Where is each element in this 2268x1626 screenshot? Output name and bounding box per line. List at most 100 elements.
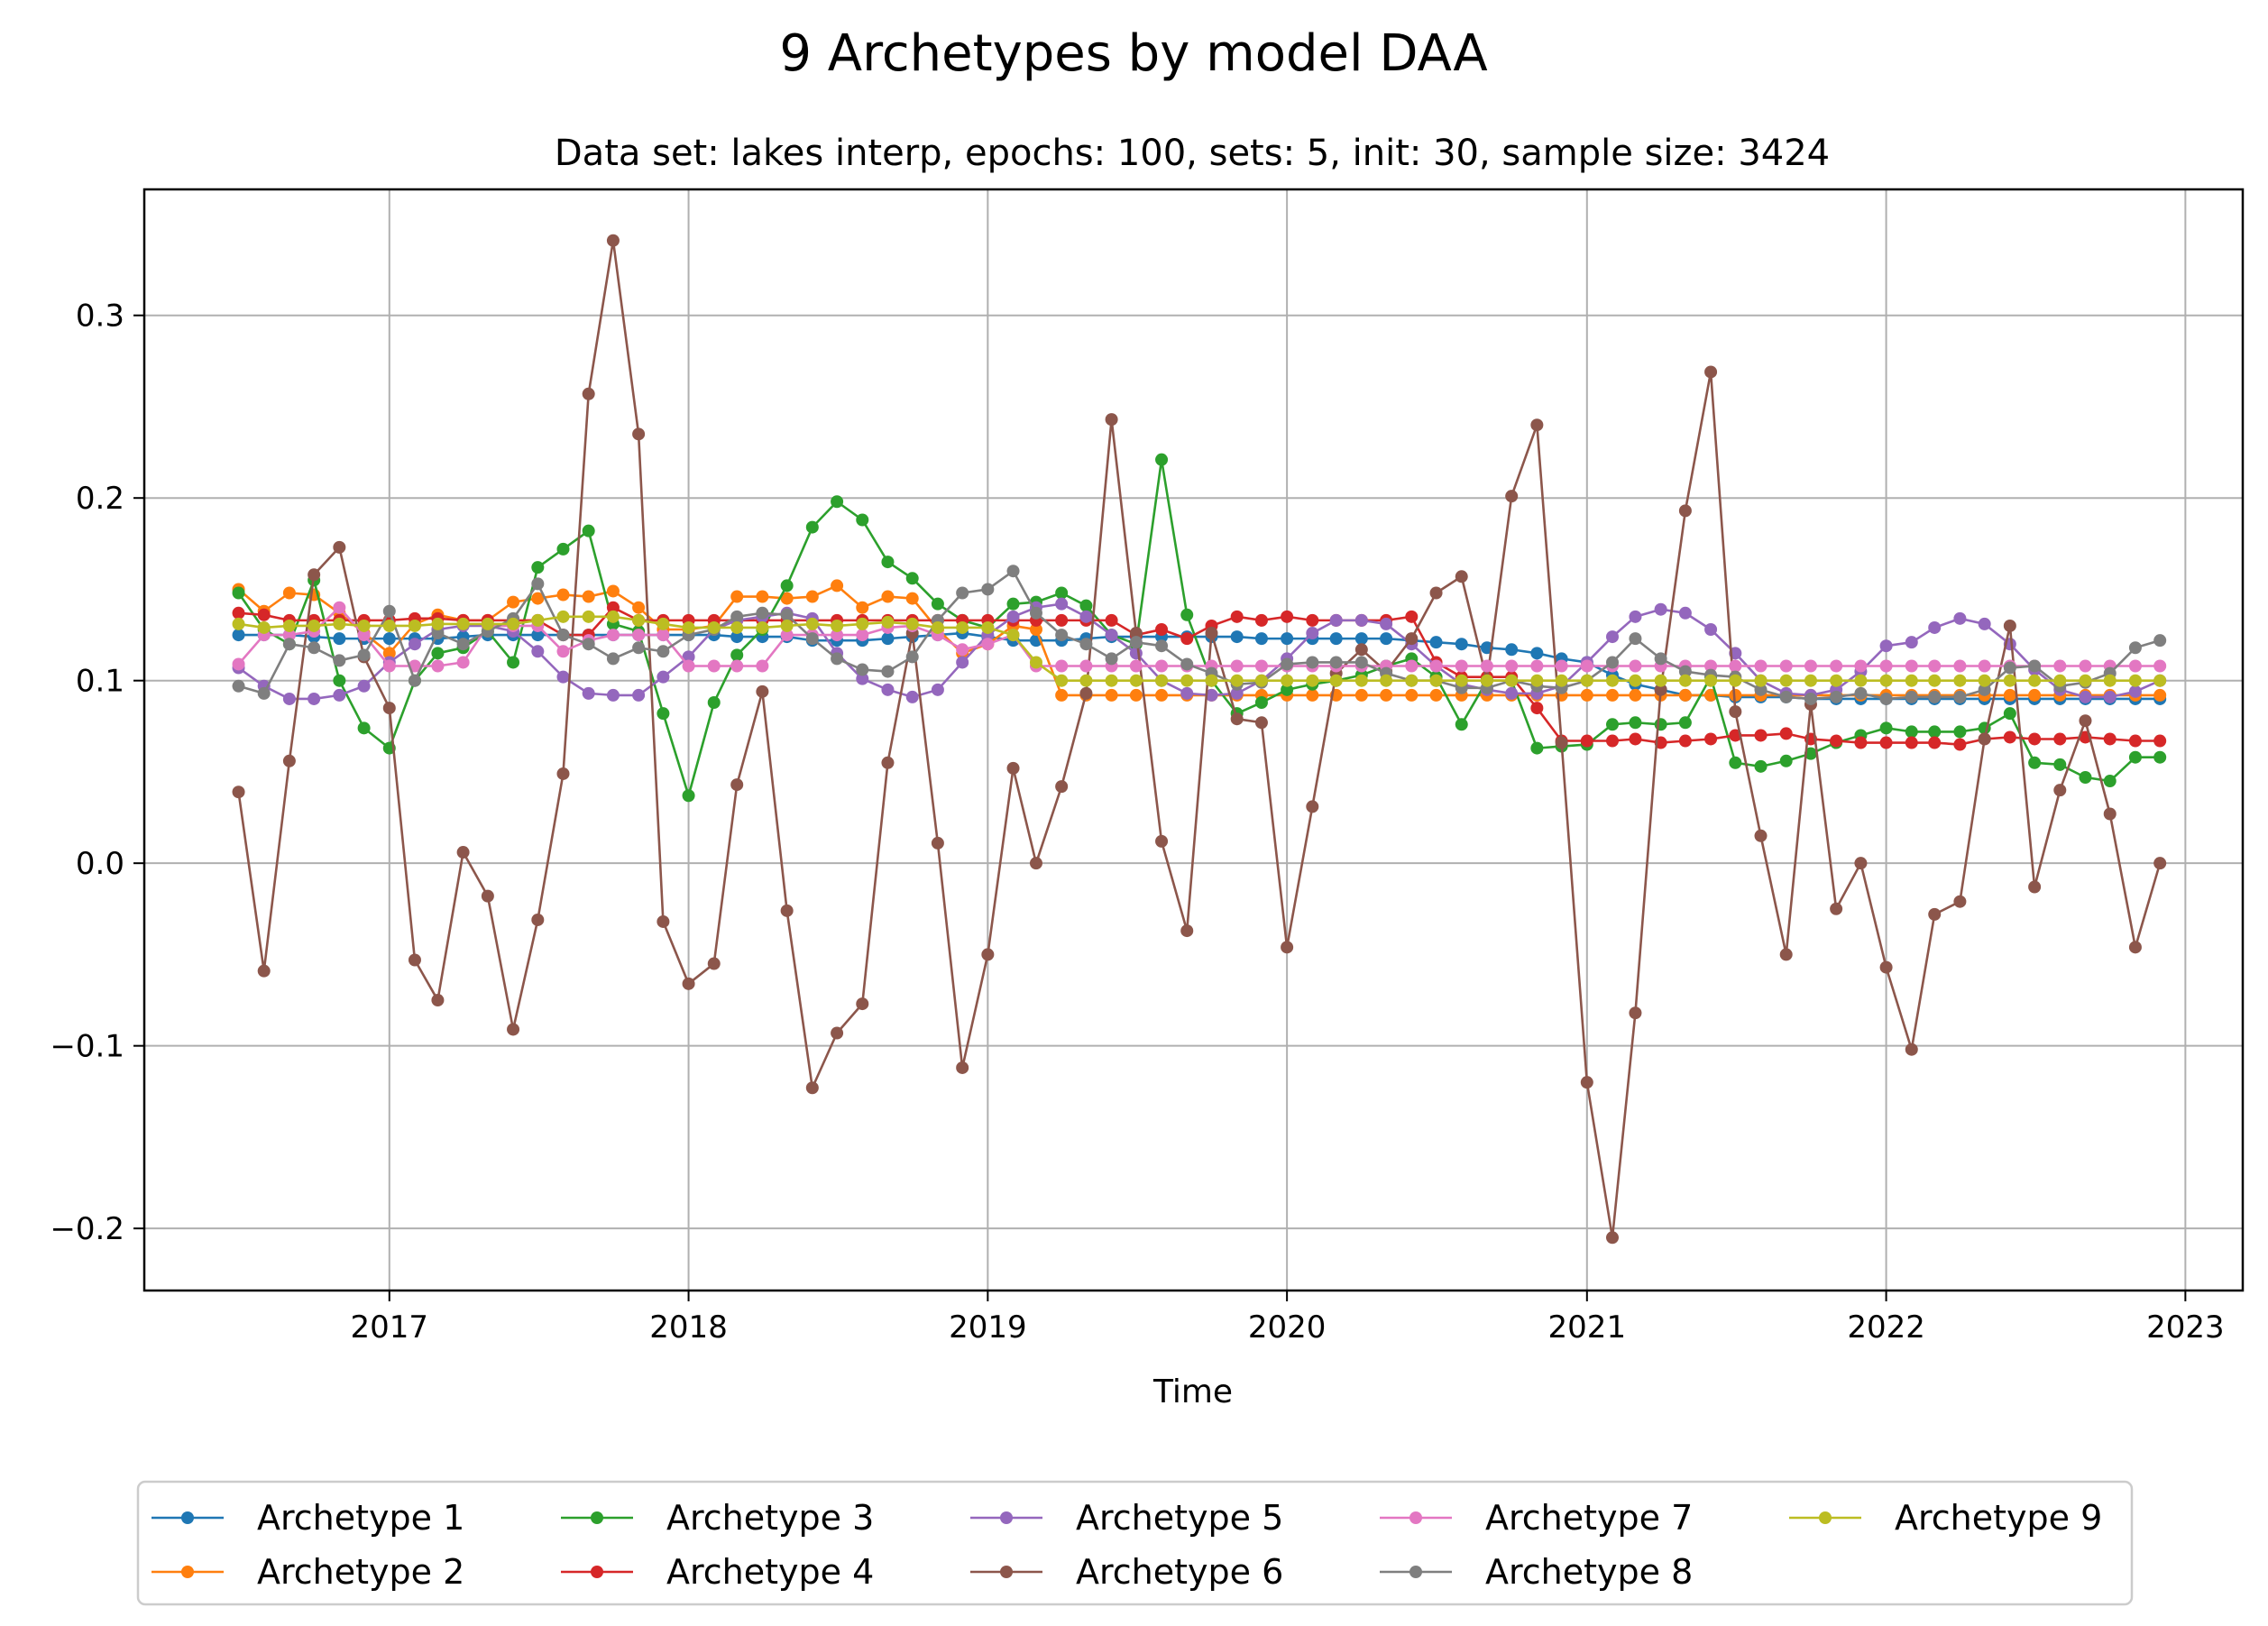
data-point — [1254, 674, 1268, 687]
y-tick-label: 0.2 — [76, 481, 124, 517]
data-point — [1230, 610, 1244, 623]
data-point — [1754, 829, 1768, 842]
data-point — [1055, 688, 1069, 702]
data-point — [606, 652, 620, 666]
data-point — [1928, 659, 1942, 673]
data-point — [730, 659, 744, 673]
data-point — [1629, 1006, 1642, 1020]
data-point — [657, 914, 670, 928]
data-point — [730, 648, 744, 662]
data-point — [1605, 630, 1619, 644]
data-point — [1306, 688, 1319, 702]
data-point — [1129, 688, 1143, 702]
data-point — [1530, 418, 1544, 432]
data-point — [1306, 627, 1319, 640]
data-point — [1678, 716, 1692, 730]
data-point — [556, 767, 570, 780]
x-axis-label: Time — [1152, 1373, 1233, 1410]
data-point — [780, 608, 794, 621]
y-tick-label: −0.1 — [50, 1029, 124, 1065]
data-point — [2028, 688, 2042, 702]
data-point — [1055, 780, 1069, 794]
data-point — [2103, 807, 2116, 821]
data-point — [431, 617, 445, 630]
data-point — [1329, 613, 1343, 627]
legend-item: Archetype 6 — [970, 1552, 1283, 1592]
x-tick-label: 2017 — [351, 1309, 429, 1346]
data-point — [1230, 686, 1244, 700]
data-point — [431, 647, 445, 660]
data-point — [1180, 924, 1194, 938]
data-point — [1729, 659, 1742, 673]
data-point — [1306, 613, 1319, 627]
legend-label: Archetype 1 — [257, 1498, 464, 1538]
data-point — [357, 648, 371, 662]
data-point — [1129, 627, 1143, 640]
data-point — [1704, 622, 1718, 636]
data-point — [1804, 692, 1817, 705]
data-point — [956, 1061, 969, 1074]
data-point — [1678, 674, 1692, 687]
data-point — [1953, 690, 1967, 703]
data-point — [507, 595, 520, 609]
axes: 2017 2018 2019 2020 2021 2022 2023 0.3 0.2 0.1 0.0… — [50, 299, 2224, 1346]
data-point — [333, 540, 346, 554]
data-point — [1354, 688, 1368, 702]
data-point — [1580, 1076, 1593, 1089]
series-line — [237, 239, 2162, 1239]
data-point — [632, 427, 646, 441]
data-point — [232, 606, 245, 620]
legend-item: Archetype 1 — [152, 1498, 464, 1538]
data-point — [1006, 610, 1020, 623]
data-point — [507, 617, 520, 630]
data-point — [1879, 736, 1893, 749]
data-point — [1079, 659, 1093, 673]
y-tick-label: −0.2 — [50, 1211, 124, 1247]
data-point — [1530, 702, 1544, 715]
data-point — [1779, 948, 1793, 961]
data-point — [730, 630, 744, 644]
data-point — [1629, 732, 1642, 746]
data-point — [1580, 659, 1593, 673]
data-point — [1354, 674, 1368, 687]
data-point — [1779, 659, 1793, 673]
legend-label: Archetype 5 — [1076, 1498, 1283, 1538]
data-point — [856, 629, 869, 642]
data-point — [1804, 674, 1817, 687]
data-point — [333, 601, 346, 614]
data-point — [1055, 659, 1069, 673]
data-point — [1754, 674, 1768, 687]
data-point — [232, 586, 245, 600]
data-point — [1704, 659, 1718, 673]
data-point — [1704, 732, 1718, 746]
data-point — [2053, 659, 2067, 673]
data-point — [931, 620, 944, 634]
data-point — [1580, 688, 1593, 702]
data-point — [1953, 895, 1967, 908]
data-point — [2028, 732, 2042, 746]
data-point — [282, 619, 296, 632]
data-point — [1380, 632, 1393, 646]
data-point — [1629, 716, 1642, 730]
data-point — [780, 579, 794, 593]
data-point — [1281, 610, 1294, 623]
data-point — [582, 590, 595, 603]
data-point — [1629, 659, 1642, 673]
data-point — [2128, 941, 2142, 954]
data-point — [1854, 674, 1868, 687]
data-point — [606, 688, 620, 702]
data-point — [1905, 659, 1918, 673]
data-point — [531, 613, 545, 627]
data-point — [582, 686, 595, 700]
data-point — [1754, 659, 1768, 673]
data-point — [333, 632, 346, 646]
data-point — [856, 672, 869, 685]
legend-swatch-marker — [1409, 1566, 1422, 1578]
data-point — [232, 629, 245, 642]
data-point — [333, 688, 346, 702]
data-point — [2128, 659, 2142, 673]
data-point — [730, 590, 744, 603]
data-point — [2053, 674, 2067, 687]
data-point — [1429, 586, 1443, 600]
